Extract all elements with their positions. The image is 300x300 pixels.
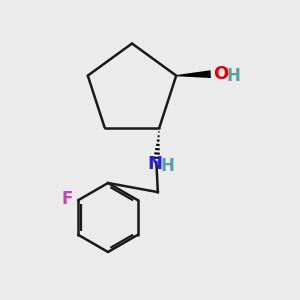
Polygon shape bbox=[176, 70, 211, 78]
Text: F: F bbox=[61, 190, 72, 208]
Text: N: N bbox=[147, 154, 162, 172]
Text: O: O bbox=[214, 64, 229, 82]
Text: H: H bbox=[161, 157, 175, 175]
Text: H: H bbox=[226, 67, 241, 85]
